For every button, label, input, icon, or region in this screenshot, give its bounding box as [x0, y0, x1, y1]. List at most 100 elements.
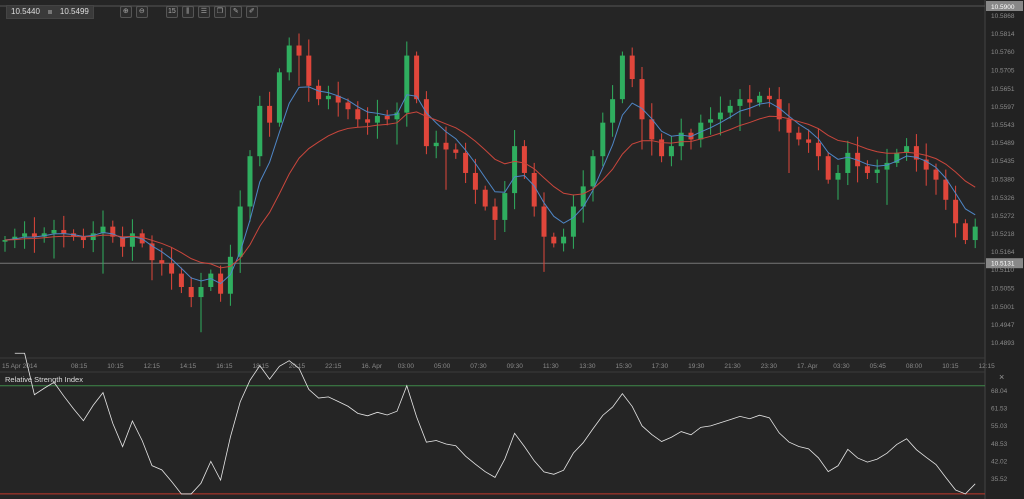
candle-body — [492, 206, 498, 220]
price-tick: 10.5489 — [991, 140, 1015, 147]
edit-icon[interactable]: ✎ — [229, 6, 242, 18]
top-price-box — [986, 1, 1023, 11]
time-tick: 08:00 — [906, 363, 923, 370]
candle-body — [325, 95, 331, 100]
time-tick: 17:30 — [652, 363, 669, 370]
time-tick: 05:45 — [870, 363, 887, 370]
close-rsi-icon[interactable]: × — [999, 372, 1005, 382]
top-price-label: 10.5900 — [991, 4, 1015, 11]
time-tick: 12:15 — [144, 363, 161, 370]
candle-body — [178, 273, 184, 288]
candle-body — [51, 229, 57, 234]
price-tick: 10.5760 — [991, 49, 1015, 56]
candle-body — [776, 99, 782, 120]
candle-body — [345, 102, 351, 110]
candle-body — [414, 55, 420, 100]
candle-body — [188, 287, 194, 298]
candle-body — [208, 273, 214, 288]
price-tick: 10.5651 — [991, 86, 1015, 93]
candle-body — [433, 142, 439, 147]
candle-body — [815, 142, 821, 157]
draw-icon[interactable]: ✐ — [245, 6, 258, 18]
price-tick: 10.5164 — [991, 249, 1015, 256]
candle-body — [276, 72, 282, 123]
rsi-tick: 42.02 — [991, 458, 1008, 465]
zoom-out-icon[interactable]: ⊖ — [135, 6, 148, 18]
candle-body — [561, 236, 567, 244]
time-tick: 21:30 — [724, 363, 741, 370]
candle-body — [639, 79, 645, 120]
candle-body — [541, 206, 547, 237]
candle-body — [737, 99, 743, 106]
candle-body — [864, 166, 870, 173]
candle-body — [521, 146, 527, 173]
price-tick: 10.5380 — [991, 177, 1015, 184]
candle-body — [933, 169, 939, 180]
candle-body — [394, 112, 400, 120]
time-tick: 10:15 — [942, 363, 959, 370]
time-tick: 17. Apr — [797, 363, 818, 370]
separator-icon — [47, 10, 52, 14]
time-tick: 08:15 — [71, 363, 88, 370]
candle-body — [796, 132, 802, 140]
rsi-title: Relative Strength Index — [5, 375, 83, 384]
candle-body — [423, 99, 429, 147]
copy-icon[interactable]: ❐ — [213, 6, 226, 18]
candle-body — [512, 146, 518, 194]
candle-body — [962, 223, 968, 241]
candle-body — [855, 152, 861, 167]
chart-toolbar: 10.5440 10.5499 ⊕ ⊖ 15 ⫼ ☰ ❐ ✎ ✐ — [6, 5, 258, 19]
candle-body — [12, 236, 18, 241]
time-tick: 07:30 — [470, 363, 487, 370]
time-tick: 16:15 — [216, 363, 233, 370]
settings-icon[interactable]: ☰ — [197, 6, 210, 18]
rsi-tick: 48.53 — [991, 441, 1008, 448]
price-tick: 10.5001 — [991, 304, 1015, 311]
candle-body — [31, 233, 37, 237]
candle-body — [874, 169, 880, 173]
time-tick: 03:30 — [833, 363, 850, 370]
price-tick: 10.5597 — [991, 104, 1015, 111]
candle-body — [169, 263, 175, 274]
candle-body — [610, 99, 616, 123]
candle-body — [247, 156, 253, 207]
time-tick: 16. Apr — [361, 363, 382, 370]
candle-body — [659, 139, 665, 157]
candle-body — [766, 95, 772, 100]
candle-body — [502, 193, 508, 220]
time-tick: 13:30 — [579, 363, 596, 370]
candle-body — [953, 199, 959, 224]
candle-body — [757, 95, 763, 103]
ma_slow-line — [4, 111, 976, 269]
price-tick: 10.4893 — [991, 340, 1015, 347]
candle-body — [482, 189, 488, 207]
candle-body — [580, 186, 586, 207]
candle-body — [374, 115, 380, 123]
candle-body — [708, 119, 714, 123]
time-tick: 14:15 — [180, 363, 197, 370]
candle-body — [61, 229, 67, 234]
rsi-tick: 61.53 — [991, 406, 1008, 413]
ask-price: 10.5499 — [59, 7, 89, 16]
indicators-icon[interactable]: ⫼ — [181, 6, 194, 18]
candle-body — [531, 172, 537, 207]
candle-body — [835, 172, 841, 180]
candle-body — [22, 233, 28, 237]
candle-body — [600, 122, 606, 157]
time-tick: 11:30 — [543, 363, 559, 370]
time-tick: 12:15 — [979, 363, 996, 370]
price-tick: 10.5435 — [991, 158, 1015, 165]
candle-body — [845, 152, 851, 173]
candle-body — [296, 45, 302, 56]
candle-body — [894, 152, 900, 163]
rsi-line — [14, 352, 976, 495]
zoom-in-icon[interactable]: ⊕ — [119, 6, 132, 18]
candle-body — [384, 115, 390, 120]
candle-body — [335, 95, 341, 103]
timeframe-icon[interactable]: 15 — [165, 6, 178, 18]
candle-body — [943, 179, 949, 200]
candle-body — [443, 142, 449, 150]
time-tick: 15:30 — [616, 363, 633, 370]
candle-body — [884, 162, 890, 170]
